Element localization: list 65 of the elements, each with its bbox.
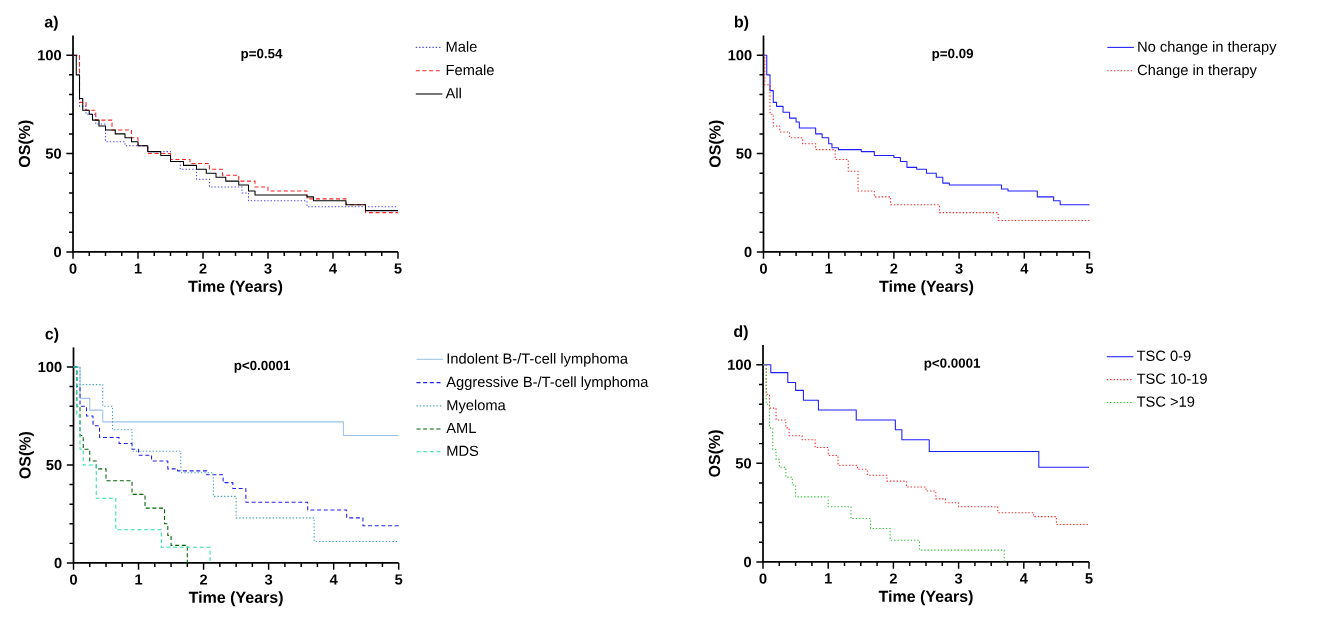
chart-title: b) xyxy=(734,15,749,31)
x-tick-label: 2 xyxy=(199,263,207,274)
annotation: p<0.0001 xyxy=(234,360,291,373)
x-tick-label: 0 xyxy=(70,574,77,585)
annotation: p<0.0001 xyxy=(924,358,981,371)
x-axis-title: Time (Years) xyxy=(188,591,283,607)
legend-label: TSC 10-19 xyxy=(1136,373,1207,384)
legend-label: TSC 0-9 xyxy=(1136,350,1191,361)
legend-label: Indolent B-/T-cell lymphoma xyxy=(447,353,628,367)
x-tick-label: 4 xyxy=(329,574,338,585)
legend-label: MDS xyxy=(447,445,479,457)
legend-label: Aggressive B-/T-cell lymphoma xyxy=(446,376,649,390)
x-tick-label: 3 xyxy=(954,573,963,584)
y-axis-title: OS(%) xyxy=(708,430,724,477)
y-axis-title: OS(%) xyxy=(18,431,34,479)
y-tick-label: 0 xyxy=(54,557,62,569)
legend-label: Change in therapy xyxy=(1137,64,1257,79)
y-tick-label: 50 xyxy=(46,459,62,471)
x-tick-label: 5 xyxy=(394,263,402,274)
legend-label: AML xyxy=(446,422,476,433)
legend-label: All xyxy=(445,87,461,99)
x-tick-label: 3 xyxy=(264,263,272,274)
x-tick-label: 2 xyxy=(200,574,208,585)
x-tick-label: 4 xyxy=(1020,263,1029,274)
y-tick-label: 50 xyxy=(736,148,752,159)
x-tick-label: 5 xyxy=(1085,573,1093,584)
legend-label: TSC >19 xyxy=(1136,396,1195,407)
x-tick-label: 3 xyxy=(955,263,963,274)
annotation: p=0.09 xyxy=(932,48,974,61)
legend-label: Male xyxy=(446,41,477,52)
y-axis-title: OS(%) xyxy=(18,120,34,168)
x-axis-title: Time (Years) xyxy=(879,280,974,296)
x-tick-label: 0 xyxy=(760,263,767,274)
y-tick-label: 100 xyxy=(38,361,62,373)
y-tick-label: 50 xyxy=(735,458,752,469)
y-tick-label: 0 xyxy=(54,246,62,258)
x-axis-title: Time (Years) xyxy=(188,280,283,296)
chart-title: c) xyxy=(45,327,59,343)
chart-title: d) xyxy=(734,325,748,341)
x-tick-label: 4 xyxy=(1019,573,1028,584)
x-tick-label: 0 xyxy=(69,263,77,274)
x-axis-title: Time (Years) xyxy=(878,590,973,606)
legend-label: No change in therapy xyxy=(1138,41,1277,55)
y-tick-label: 50 xyxy=(45,148,62,159)
x-tick-label: 1 xyxy=(134,263,142,274)
y-tick-label: 0 xyxy=(744,246,752,258)
y-tick-label: 100 xyxy=(728,49,752,61)
y-axis-title: OS(%) xyxy=(708,120,724,168)
annotation: p=0.54 xyxy=(241,48,283,61)
x-tick-label: 2 xyxy=(889,573,897,584)
legend-label: Female xyxy=(446,64,494,76)
chart-title: a) xyxy=(44,15,58,31)
x-tick-label: 4 xyxy=(329,263,337,274)
y-tick-label: 100 xyxy=(38,49,62,61)
x-tick-label: 2 xyxy=(890,263,898,274)
y-tick-label: 100 xyxy=(728,359,752,370)
x-tick-label: 0 xyxy=(759,573,767,584)
x-tick-label: 1 xyxy=(825,573,832,584)
x-tick-label: 5 xyxy=(395,574,403,585)
y-tick-label: 0 xyxy=(744,556,752,568)
x-tick-label: 5 xyxy=(1085,263,1094,274)
x-tick-label: 3 xyxy=(264,574,273,585)
legend-label: Myeloma xyxy=(447,399,506,414)
x-tick-label: 1 xyxy=(825,263,833,274)
x-tick-label: 1 xyxy=(135,574,143,585)
